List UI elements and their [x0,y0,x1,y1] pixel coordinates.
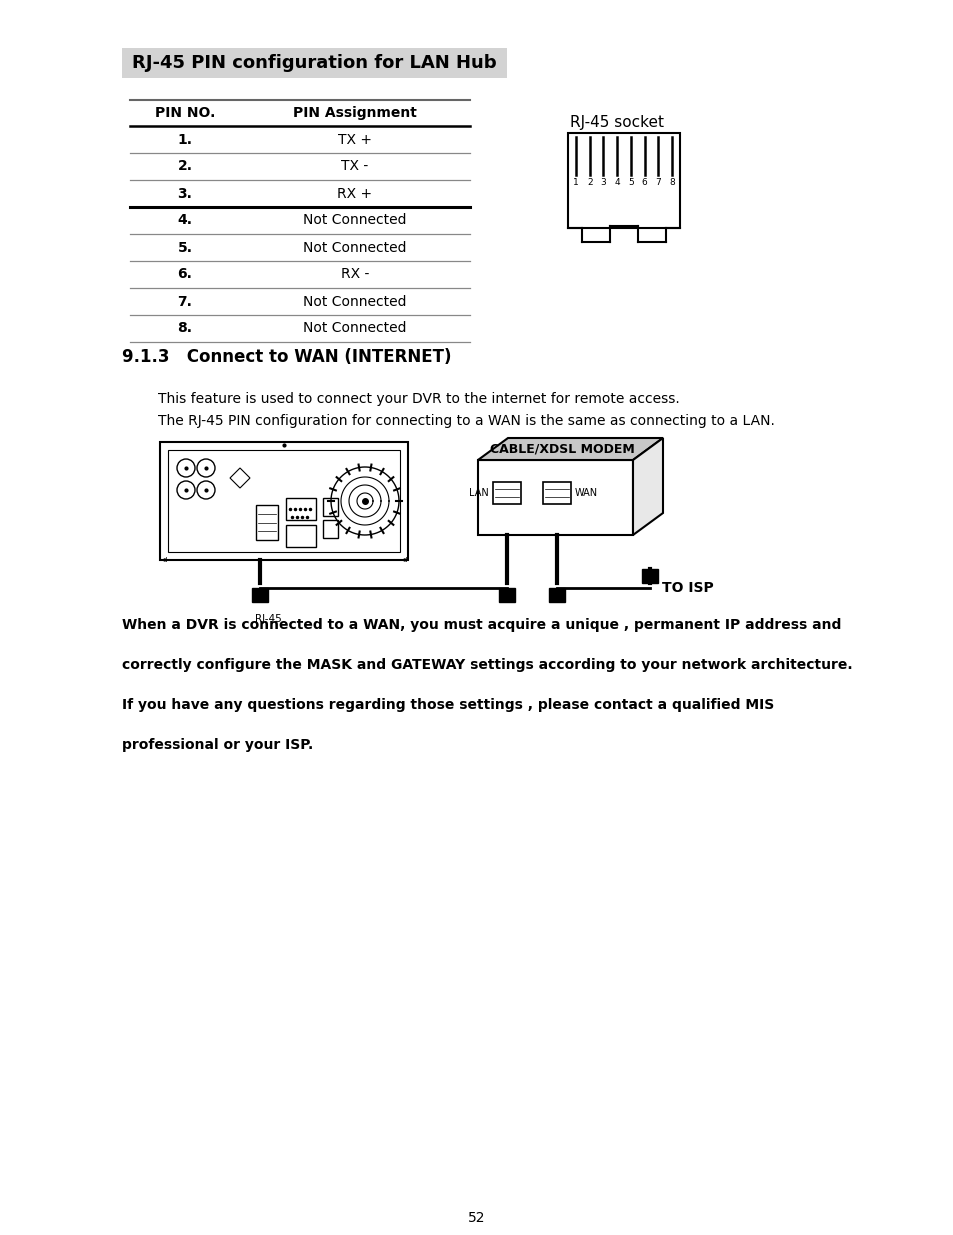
Text: RJ-45 socket: RJ-45 socket [569,115,663,130]
Bar [493,482,520,504]
Bar [567,133,679,228]
Text: PIN Assignment: PIN Assignment [293,106,416,120]
Bar [168,450,399,552]
Bar [255,505,277,540]
Text: d: d [163,557,167,563]
Text: PIN NO.: PIN NO. [154,106,215,120]
Bar [641,569,658,583]
Text: TO ISP: TO ISP [661,580,713,595]
Text: TX -: TX - [341,159,368,173]
Text: 1: 1 [573,178,578,186]
Text: CABLE/XDSL MODEM: CABLE/XDSL MODEM [490,443,634,456]
Text: correctly configure the MASK and GATEWAY settings according to your network arch: correctly configure the MASK and GATEWAY… [122,658,852,672]
Text: This feature is used to connect your DVR to the internet for remote access.: This feature is used to connect your DVR… [158,391,679,406]
Text: TX +: TX + [337,132,372,147]
Text: The RJ-45 PIN configuration for connecting to a WAN is the same as connecting to: The RJ-45 PIN configuration for connecti… [158,414,774,429]
Text: Not Connected: Not Connected [303,294,406,309]
Text: WAN: WAN [575,488,598,498]
Polygon shape [477,438,662,459]
Text: RX +: RX + [337,186,373,200]
Bar [160,442,408,559]
Text: 4.: 4. [177,214,193,227]
Text: 6.: 6. [177,268,193,282]
Bar [286,525,315,547]
Bar [548,588,564,601]
Bar [286,498,315,520]
Text: Not Connected: Not Connected [303,241,406,254]
Polygon shape [633,438,662,535]
Text: 8.: 8. [177,321,193,336]
Text: RJ-45: RJ-45 [254,614,281,624]
Text: professional or your ISP.: professional or your ISP. [122,739,313,752]
Text: If you have any questions regarding those settings , please contact a qualified : If you have any questions regarding thos… [122,698,774,713]
Bar [323,520,337,538]
Bar [498,588,515,601]
Text: 3: 3 [600,178,606,186]
Bar [122,48,506,78]
Text: 52: 52 [468,1212,485,1225]
Text: RJ-45 PIN configuration for LAN Hub: RJ-45 PIN configuration for LAN Hub [132,54,497,72]
Bar [252,588,268,601]
Bar [542,482,571,504]
Text: 8: 8 [668,178,674,186]
Bar [323,498,337,516]
Text: RX -: RX - [340,268,369,282]
Text: LAN: LAN [469,488,489,498]
Text: 4: 4 [614,178,619,186]
Text: When a DVR is connected to a WAN, you must acquire a unique , permanent IP addre: When a DVR is connected to a WAN, you mu… [122,618,841,632]
Text: 3.: 3. [177,186,193,200]
Text: 1.: 1. [177,132,193,147]
Text: 2.: 2. [177,159,193,173]
Text: 7: 7 [655,178,660,186]
Bar [477,459,633,535]
Text: 5: 5 [627,178,633,186]
Text: Not Connected: Not Connected [303,214,406,227]
Text: 2: 2 [586,178,592,186]
Text: 5.: 5. [177,241,193,254]
Text: d: d [402,557,407,563]
Text: 7.: 7. [177,294,193,309]
Text: 6: 6 [641,178,647,186]
Text: 9.1.3   Connect to WAN (INTERNET): 9.1.3 Connect to WAN (INTERNET) [122,348,451,366]
Text: Not Connected: Not Connected [303,321,406,336]
